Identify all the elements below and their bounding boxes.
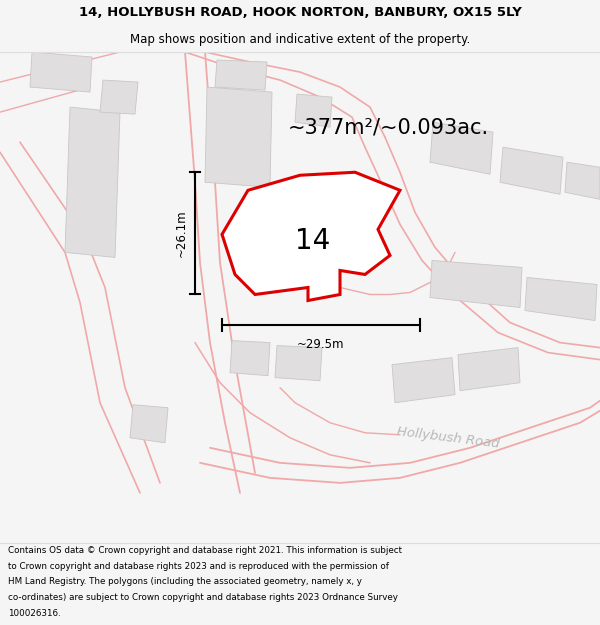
Polygon shape bbox=[430, 261, 522, 308]
Polygon shape bbox=[30, 52, 92, 92]
Polygon shape bbox=[130, 405, 168, 442]
Polygon shape bbox=[230, 341, 270, 376]
Text: Hollybush Road: Hollybush Road bbox=[396, 425, 500, 451]
Polygon shape bbox=[430, 122, 493, 174]
Polygon shape bbox=[100, 80, 138, 114]
Polygon shape bbox=[525, 278, 597, 321]
Text: 14: 14 bbox=[295, 227, 330, 255]
Polygon shape bbox=[215, 60, 267, 90]
Polygon shape bbox=[295, 94, 332, 127]
Text: Contains OS data © Crown copyright and database right 2021. This information is : Contains OS data © Crown copyright and d… bbox=[8, 546, 402, 555]
Polygon shape bbox=[458, 348, 520, 391]
Polygon shape bbox=[565, 162, 600, 199]
Polygon shape bbox=[392, 357, 455, 402]
Polygon shape bbox=[65, 107, 120, 258]
Polygon shape bbox=[205, 87, 272, 188]
Text: Map shows position and indicative extent of the property.: Map shows position and indicative extent… bbox=[130, 32, 470, 46]
Text: ~377m²/~0.093ac.: ~377m²/~0.093ac. bbox=[288, 117, 489, 137]
Text: 100026316.: 100026316. bbox=[8, 609, 61, 618]
Text: 14, HOLLYBUSH ROAD, HOOK NORTON, BANBURY, OX15 5LY: 14, HOLLYBUSH ROAD, HOOK NORTON, BANBURY… bbox=[79, 6, 521, 19]
Polygon shape bbox=[275, 346, 322, 381]
Text: HM Land Registry. The polygons (including the associated geometry, namely x, y: HM Land Registry. The polygons (includin… bbox=[8, 578, 362, 586]
Text: ~29.5m: ~29.5m bbox=[297, 338, 345, 351]
Text: to Crown copyright and database rights 2023 and is reproduced with the permissio: to Crown copyright and database rights 2… bbox=[8, 562, 389, 571]
Polygon shape bbox=[500, 148, 563, 194]
Text: ~26.1m: ~26.1m bbox=[175, 209, 187, 257]
Polygon shape bbox=[222, 173, 400, 301]
Text: co-ordinates) are subject to Crown copyright and database rights 2023 Ordnance S: co-ordinates) are subject to Crown copyr… bbox=[8, 593, 398, 602]
